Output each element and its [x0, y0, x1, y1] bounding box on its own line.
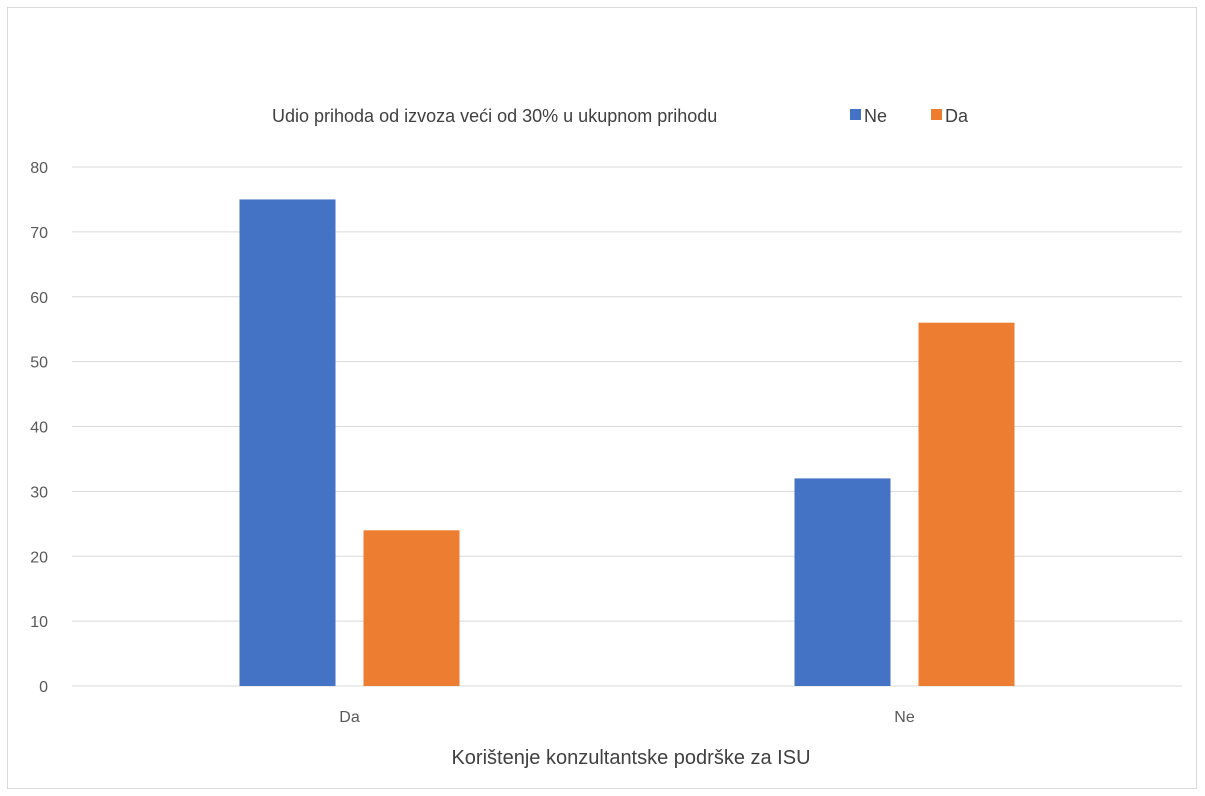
legend-title: Udio prihoda od izvoza veći od 30% u uku… [272, 106, 717, 126]
y-tick-label: 0 [39, 679, 48, 696]
legend: Udio prihoda od izvoza veći od 30% u uku… [272, 106, 969, 126]
legend-swatch-da [931, 109, 942, 120]
bar-da-da [363, 530, 460, 686]
y-tick-label: 20 [30, 549, 48, 566]
bar-ne-ne [794, 478, 891, 686]
bars [239, 199, 1015, 686]
bar-ne-da [239, 199, 336, 686]
y-tick-label: 60 [30, 290, 48, 307]
y-tick-label: 10 [30, 614, 48, 631]
y-tick-label: 80 [30, 160, 48, 177]
x-tick-label: Ne [894, 709, 915, 726]
x-axis-ticks: Da Ne [339, 709, 915, 726]
legend-swatch-ne [850, 109, 861, 120]
y-tick-label: 50 [30, 355, 48, 372]
x-tick-label: Da [339, 709, 360, 726]
y-tick-label: 30 [30, 484, 48, 501]
gridlines [72, 166, 1182, 687]
y-axis-ticks: 0 10 20 30 40 50 60 70 80 [30, 160, 48, 696]
x-axis-title: Korištenje konzultantske podrške za ISU [451, 747, 810, 769]
bar-da-ne [918, 322, 1015, 686]
y-tick-label: 70 [30, 225, 48, 242]
legend-label-da: Da [945, 106, 969, 126]
legend-label-ne: Ne [864, 106, 887, 126]
y-tick-label: 40 [30, 420, 48, 437]
